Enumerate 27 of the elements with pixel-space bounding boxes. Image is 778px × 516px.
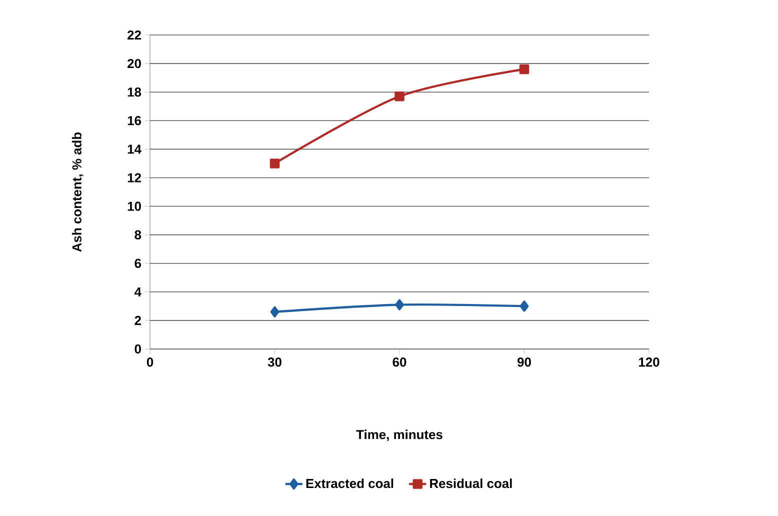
y-tick-label: 2 (134, 316, 141, 325)
y-axis-title: Ash content, % adb (72, 132, 84, 252)
x-axis-title: Time, minutes (356, 430, 442, 442)
point (519, 64, 530, 74)
y-tick-label: 22 (128, 30, 141, 40)
y-tick-label: 6 (134, 258, 142, 268)
point (394, 91, 404, 102)
y-tick-label: 10 (128, 202, 141, 211)
legend-label: Residual coal (430, 478, 512, 488)
x-tick-label: 120 (639, 358, 660, 367)
legend-label: Extracted coal (306, 478, 394, 488)
x-tick-label: 0 (146, 358, 154, 367)
x-tick-label: 60 (392, 358, 406, 367)
x-tick-label: 30 (268, 358, 282, 367)
point (270, 158, 280, 168)
y-tick-label: 20 (128, 58, 141, 68)
y-tick-label: 16 (128, 116, 142, 126)
point (520, 300, 529, 312)
y-tick-label: 8 (134, 230, 142, 240)
point (395, 299, 404, 310)
point (270, 306, 280, 318)
y-tick-label: 18 (128, 88, 142, 97)
y-tick-label: 14 (128, 144, 142, 154)
y-tick-label: 4 (134, 287, 142, 296)
y-tick-label: 0 (134, 344, 141, 354)
y-tick-label: 12 (128, 173, 141, 182)
x-tick-label: 90 (518, 358, 531, 367)
